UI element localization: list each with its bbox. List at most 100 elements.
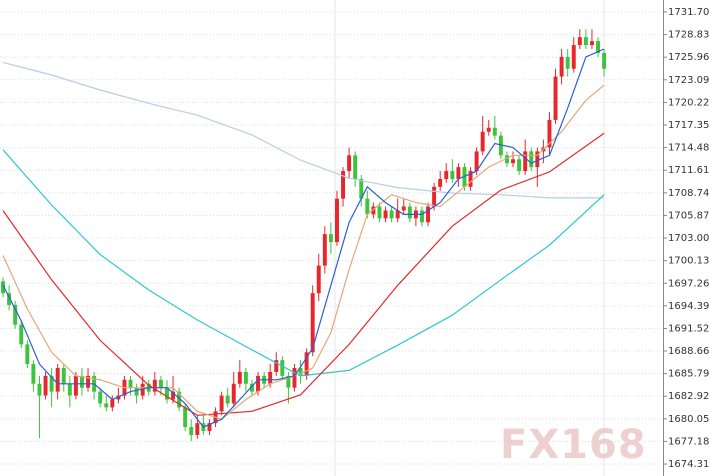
candle-body	[110, 399, 115, 408]
candle-body	[316, 265, 321, 294]
candle-body	[31, 364, 36, 384]
candle-body	[347, 155, 352, 172]
candle-body	[55, 368, 60, 392]
candle-body	[7, 293, 12, 305]
candle-body	[365, 198, 370, 215]
moving-average-line	[2, 48, 605, 428]
candle-body	[553, 76, 558, 120]
candle-body	[37, 383, 42, 396]
candle-body	[547, 119, 552, 148]
candle-body	[377, 206, 382, 219]
candle-body	[589, 41, 594, 46]
candle-body	[177, 391, 182, 408]
candle-body	[444, 171, 449, 179]
candle-body	[1, 281, 6, 294]
candle-body	[140, 383, 145, 396]
candle-body	[13, 304, 18, 325]
candle-body	[432, 186, 437, 207]
candle-body	[189, 427, 194, 435]
candle-body	[353, 155, 358, 179]
candle-body	[243, 371, 248, 384]
candle-body	[268, 371, 273, 384]
candle-body	[67, 383, 72, 396]
candle-body	[571, 45, 576, 69]
y-tick-label: 1723.09	[668, 75, 709, 86]
candle-body	[583, 37, 588, 46]
candle-body	[395, 210, 400, 219]
y-tick-label: 1677.18	[668, 436, 709, 447]
y-tick-label: 1725.96	[668, 52, 709, 63]
candle-body	[43, 375, 48, 396]
y-tick-label: 1697.26	[668, 278, 709, 289]
candle-body	[116, 395, 121, 400]
candle-body	[280, 360, 285, 376]
candle-body	[596, 41, 601, 53]
y-tick-label: 1728.83	[668, 30, 709, 41]
candle-body	[498, 135, 503, 156]
candle-body	[286, 375, 291, 388]
candle-body	[104, 403, 109, 408]
y-tick-label: 1674.31	[668, 459, 709, 470]
candle-body	[577, 37, 582, 46]
candle-body	[401, 206, 406, 211]
candle-body	[249, 383, 254, 392]
candle-body	[310, 293, 315, 353]
candle-body	[511, 159, 516, 164]
candle-body	[565, 56, 570, 69]
candle-body	[158, 379, 163, 388]
candle-body	[231, 383, 236, 404]
candle-body	[383, 210, 388, 219]
candle-body	[79, 375, 84, 388]
candle-body	[474, 151, 479, 172]
candle-body	[225, 395, 230, 404]
candle-body	[237, 371, 242, 384]
candle-body	[171, 391, 176, 400]
candle-body	[98, 391, 103, 404]
candle-body	[341, 171, 346, 199]
candle-body	[389, 210, 394, 219]
candle-body	[450, 171, 455, 179]
candle-body	[61, 368, 66, 384]
candle-body	[480, 131, 485, 152]
candle-body	[468, 171, 473, 187]
y-tick-label: 1685.79	[668, 369, 709, 380]
moving-average-line	[2, 132, 605, 416]
candle-body	[559, 56, 564, 77]
y-tick-label: 1705.87	[668, 210, 709, 221]
candle-body	[328, 234, 333, 242]
candle-body	[504, 155, 509, 164]
y-tick-label: 1703.00	[668, 233, 709, 244]
y-tick-label: 1711.61	[668, 165, 709, 176]
y-tick-label: 1720.22	[668, 97, 709, 108]
y-tick-label: 1688.66	[668, 346, 709, 357]
candle-body	[128, 379, 133, 388]
y-tick-label: 1714.48	[668, 143, 709, 154]
candle-body	[219, 395, 224, 412]
y-tick-label: 1708.74	[668, 188, 709, 199]
candle-body	[292, 368, 297, 388]
candle-body	[486, 127, 491, 132]
candle-body	[298, 368, 303, 376]
candle-body	[419, 210, 424, 223]
candle-body	[164, 387, 169, 400]
candle-body	[407, 206, 412, 219]
candle-body	[602, 52, 607, 69]
candle-body	[207, 423, 212, 432]
candle-body	[517, 159, 522, 172]
moving-average-line	[2, 149, 605, 377]
candle-body	[334, 198, 339, 242]
candle-body	[134, 387, 139, 396]
candle-body	[304, 352, 309, 376]
watermark: FX168	[500, 422, 647, 468]
y-tick-label: 1700.13	[668, 256, 709, 267]
y-tick-label: 1731.70	[668, 7, 709, 18]
candle-body	[183, 407, 188, 428]
candle-body	[49, 375, 54, 392]
y-tick-label: 1717.35	[668, 120, 709, 131]
candle-body	[256, 375, 261, 392]
candle-body	[322, 234, 327, 266]
candle-body	[359, 178, 364, 199]
candle-body	[371, 206, 376, 215]
candle-body	[438, 178, 443, 187]
